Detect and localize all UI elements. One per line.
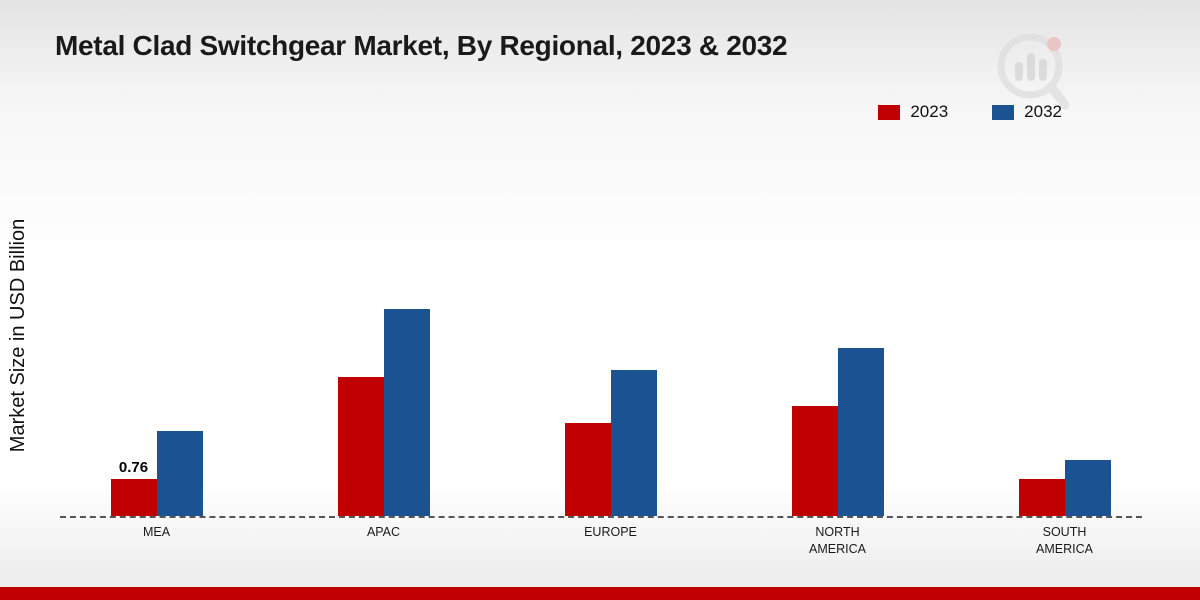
legend-label-2023: 2023 <box>910 102 949 121</box>
x-axis-labels: MEA APAC EUROPE NORTH AMERICA SOUTH AMERICA <box>43 524 1178 558</box>
bar-2023-north-america <box>791 406 838 516</box>
x-tick-label: MEA <box>142 525 171 539</box>
legend-swatch-2023 <box>878 104 901 120</box>
legend: 2023 2032 <box>878 102 1062 122</box>
bar-2032-south-america <box>1064 460 1111 516</box>
legend-item-2023: 2023 <box>878 102 948 122</box>
legend-label-2032: 2032 <box>1024 102 1062 121</box>
bar-2032-apac <box>383 309 430 516</box>
bar-2032-europe <box>610 370 657 516</box>
bar-group <box>724 90 951 516</box>
bar-2023-mea <box>110 479 157 516</box>
bar-group: 0.76 <box>43 90 270 516</box>
legend-swatch-2032 <box>992 104 1015 120</box>
bar-value-label: 0.76 <box>118 459 149 476</box>
x-axis-baseline <box>60 516 1142 518</box>
bar-2023-apac <box>337 377 384 516</box>
bar-group <box>497 90 724 516</box>
bar-group <box>270 90 497 516</box>
footer-accent-stripe <box>0 587 1200 600</box>
bar-2032-north-america <box>837 348 884 516</box>
x-tick-label: EUROPE <box>584 525 637 539</box>
x-tick-label: APAC <box>366 525 401 539</box>
y-axis-label: Market Size in USD Billion <box>7 218 30 452</box>
bar-2032-mea <box>156 431 203 516</box>
plot-area: 0.76 <box>43 90 1178 516</box>
bar-2023-europe <box>564 423 611 516</box>
y-axis-label-container: Market Size in USD Billion <box>0 150 38 520</box>
chart-title: Metal Clad Switchgear Market, By Regiona… <box>55 30 788 61</box>
bar-2023-south-america <box>1018 479 1065 516</box>
legend-item-2032: 2032 <box>992 102 1062 122</box>
brand-watermark-logo <box>997 33 1070 110</box>
x-tick-label: NORTH AMERICA <box>809 525 866 556</box>
x-tick-label: SOUTH AMERICA <box>1036 525 1093 556</box>
bar-group <box>951 90 1178 516</box>
